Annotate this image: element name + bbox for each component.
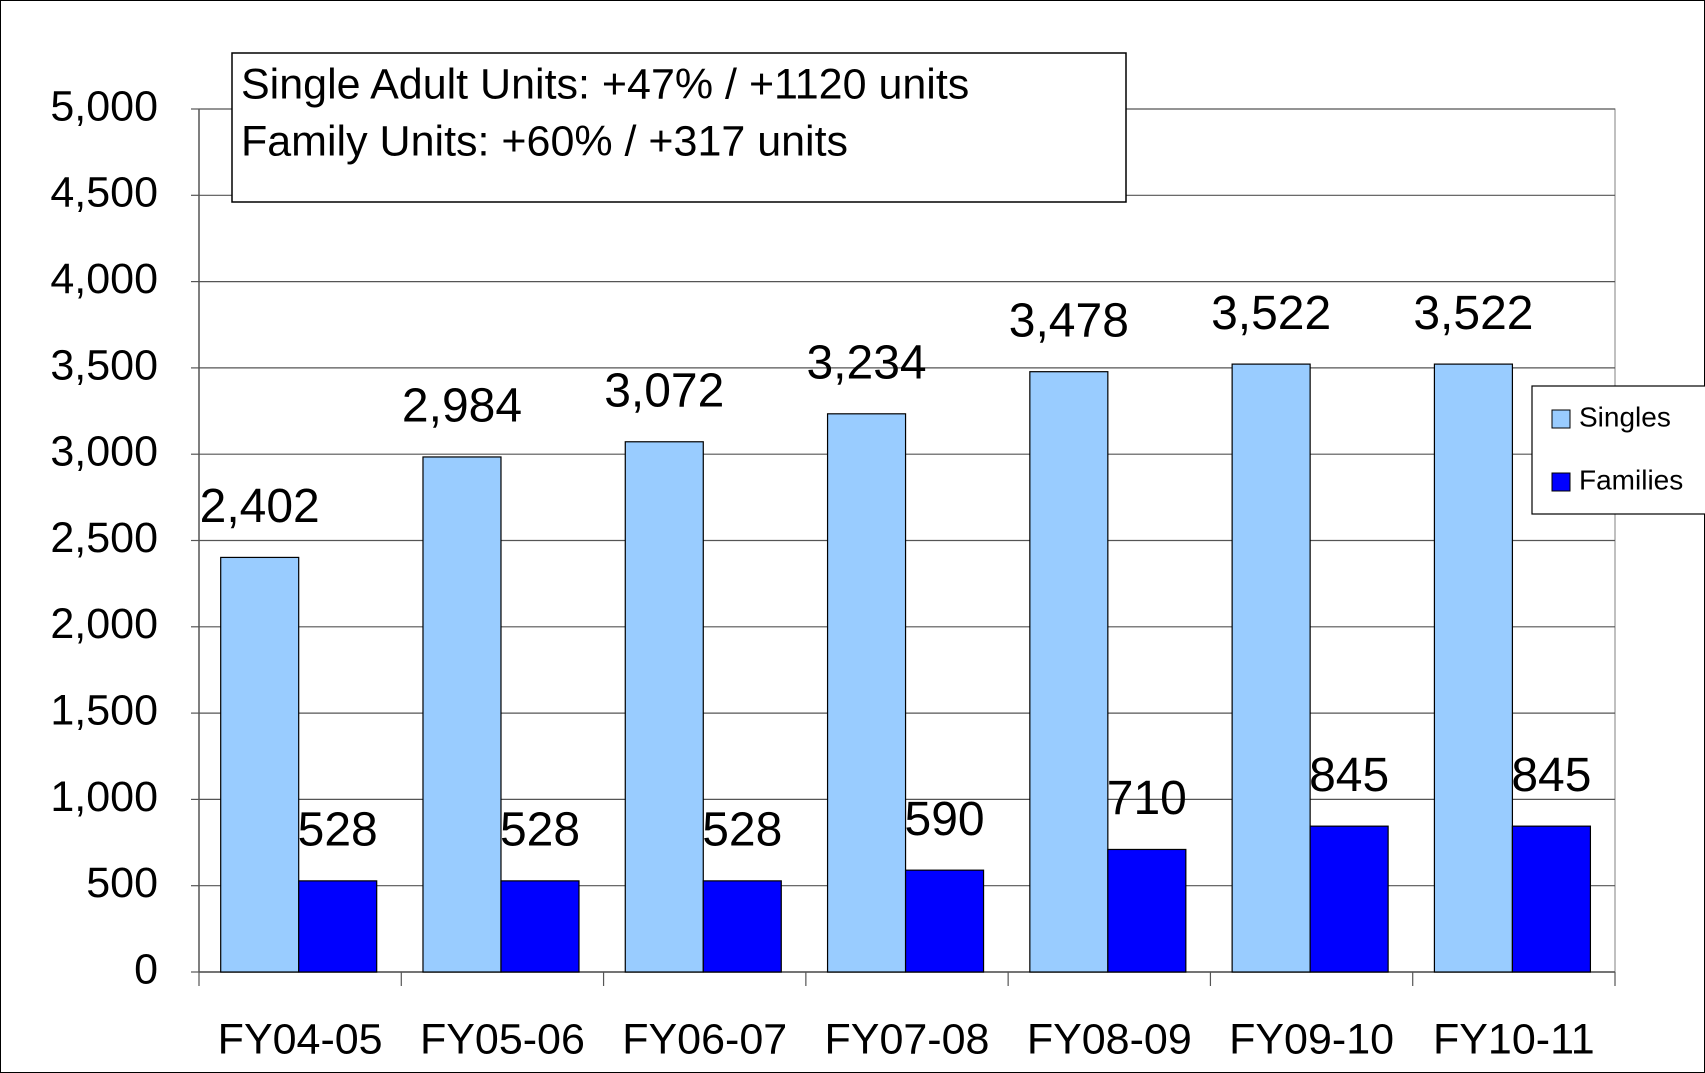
annotation: Single Adult Units: +47% / +1120 units <box>241 60 969 108</box>
y-tick-label: 5,000 <box>50 82 158 130</box>
bar <box>500 880 580 973</box>
data-label: 3,522 <box>1211 287 1331 340</box>
y-tick-label: 4,000 <box>50 255 158 303</box>
data-label: 710 <box>1107 772 1187 825</box>
legend-label: Families <box>1579 464 1683 495</box>
legend-box <box>1531 385 1705 515</box>
bar <box>1107 848 1187 973</box>
annotation-box <box>231 52 1127 203</box>
y-tick-label: 4,500 <box>50 169 158 217</box>
legend-swatch <box>1551 472 1571 492</box>
bar <box>1309 825 1389 973</box>
x-tick-label: FY06-07 <box>622 1015 787 1063</box>
bar <box>624 441 704 973</box>
legend-swatch <box>1551 409 1571 429</box>
y-tick-label: 3,500 <box>50 341 158 389</box>
y-tick-label: 500 <box>86 859 158 907</box>
bar <box>220 556 300 973</box>
legend-label: Singles <box>1579 401 1671 432</box>
x-tick-label: FY04-05 <box>218 1015 383 1063</box>
x-tick-label: FY07-08 <box>825 1015 990 1063</box>
annotation: Family Units: +60% / +317 units <box>241 117 848 165</box>
bar <box>422 456 502 973</box>
bar <box>298 880 378 973</box>
x-tick-label: FY08-09 <box>1027 1015 1192 1063</box>
bar <box>1029 371 1109 973</box>
data-label: 590 <box>905 793 985 846</box>
bar <box>826 413 907 973</box>
data-label: 2,984 <box>402 380 522 433</box>
y-tick-label: 3,000 <box>50 428 158 476</box>
data-label: 528 <box>702 804 782 857</box>
bar <box>702 880 782 973</box>
data-label: 3,478 <box>1009 294 1129 347</box>
bar <box>1511 825 1592 973</box>
y-tick-label: 1,500 <box>50 686 158 734</box>
data-label: 845 <box>1511 749 1591 802</box>
data-label: 3,072 <box>604 364 724 417</box>
data-label: 528 <box>298 804 378 857</box>
x-tick-label: FY09-10 <box>1229 1015 1394 1063</box>
y-tick-label: 0 <box>134 945 158 993</box>
bar <box>1231 363 1311 973</box>
y-tick-label: 1,000 <box>50 773 158 821</box>
bar <box>904 869 985 973</box>
y-tick-label: 2,500 <box>50 514 158 562</box>
data-label: 528 <box>500 804 580 857</box>
y-tick-label: 2,000 <box>50 600 158 648</box>
data-label: 3,522 <box>1413 287 1533 340</box>
data-label: 845 <box>1309 749 1389 802</box>
data-label: 3,234 <box>806 336 926 389</box>
data-label: 2,402 <box>200 480 320 533</box>
x-tick-label: FY10-11 <box>1433 1015 1595 1063</box>
x-tick-label: FY05-06 <box>420 1015 585 1063</box>
bar <box>1433 363 1514 973</box>
